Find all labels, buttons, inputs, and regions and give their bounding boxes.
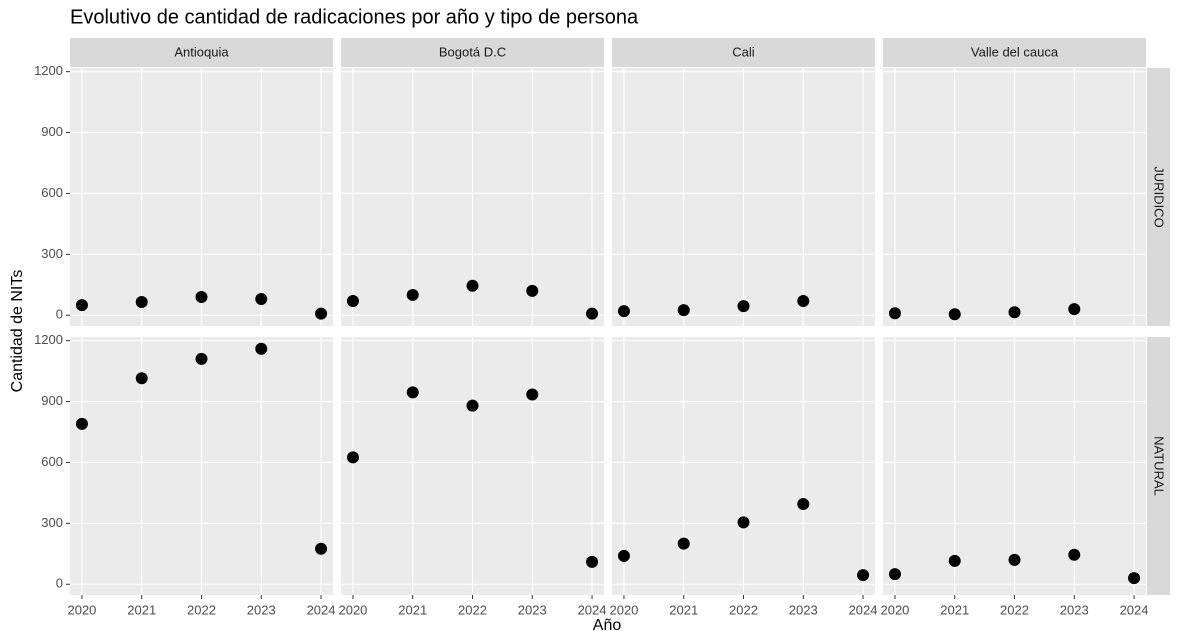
x-tick-label: 2024 <box>307 602 336 617</box>
facet-row-label: NATURAL <box>1152 436 1167 496</box>
x-tick-label: 2021 <box>127 602 156 617</box>
x-tick-label: 2024 <box>578 602 607 617</box>
y-tick-label: 1200 <box>34 63 63 78</box>
x-tick-label: 2023 <box>789 602 818 617</box>
point <box>406 386 419 399</box>
point <box>797 295 810 308</box>
y-tick-label: 600 <box>41 185 63 200</box>
point <box>255 293 268 306</box>
point <box>888 307 901 320</box>
facet-column-label: Cali <box>732 44 755 59</box>
x-tick-label: 2023 <box>518 602 547 617</box>
point <box>135 372 148 385</box>
point <box>195 352 208 365</box>
point <box>315 542 328 555</box>
x-tick-label: 2023 <box>247 602 276 617</box>
facet-strip <box>341 38 604 67</box>
y-tick-label: 300 <box>41 515 63 530</box>
y-tick-label: 900 <box>41 124 63 139</box>
x-tick-label: 2024 <box>849 602 878 617</box>
x-axis-label: Año <box>593 617 622 631</box>
point <box>948 308 961 321</box>
point <box>617 549 630 562</box>
x-tick-label: 2022 <box>729 602 758 617</box>
point <box>346 295 359 308</box>
point <box>677 304 690 317</box>
facet-column-label: Bogotá D.C <box>439 44 506 59</box>
y-tick-label: 0 <box>56 576 63 591</box>
point <box>857 569 870 582</box>
x-tick-label: 2022 <box>187 602 216 617</box>
y-tick-label: 300 <box>41 246 63 261</box>
facet-strip <box>70 38 333 67</box>
point <box>255 342 268 355</box>
point <box>466 399 479 412</box>
chart-title: Evolutivo de cantidad de radicaciones po… <box>70 6 639 28</box>
point <box>1068 548 1081 561</box>
x-tick-label: 2021 <box>940 602 969 617</box>
point <box>1008 306 1021 319</box>
facet-strip <box>1147 337 1170 595</box>
facet-column-label: Antioquia <box>174 44 229 59</box>
x-tick-label: 2022 <box>1000 602 1029 617</box>
y-tick-label: 900 <box>41 393 63 408</box>
point <box>586 555 599 568</box>
point <box>75 417 88 430</box>
point <box>586 307 599 320</box>
x-tick-label: 2020 <box>609 602 638 617</box>
x-tick-label: 2021 <box>398 602 427 617</box>
point <box>315 307 328 320</box>
point <box>737 300 750 313</box>
x-tick-label: 2020 <box>67 602 96 617</box>
point <box>948 554 961 567</box>
point <box>1008 553 1021 566</box>
x-tick-label: 2023 <box>1060 602 1089 617</box>
x-tick-label: 2022 <box>458 602 487 617</box>
facet-strip <box>1147 68 1170 326</box>
y-tick-label: 0 <box>56 307 63 322</box>
point <box>346 451 359 464</box>
facet-strip <box>883 38 1146 67</box>
facet-strip <box>612 38 875 67</box>
point <box>677 537 690 550</box>
point <box>466 279 479 292</box>
point <box>1068 303 1081 316</box>
point <box>135 296 148 309</box>
point <box>406 288 419 301</box>
point <box>797 498 810 511</box>
x-tick-label: 2024 <box>1120 602 1149 617</box>
point <box>737 516 750 529</box>
point <box>526 388 539 401</box>
y-tick-label: 1200 <box>34 332 63 347</box>
point <box>617 305 630 318</box>
x-tick-label: 2020 <box>338 602 367 617</box>
y-axis-label: Cantidad de NITs <box>9 270 26 393</box>
point <box>1128 572 1141 585</box>
x-tick-label: 2020 <box>880 602 909 617</box>
x-tick-label: 2021 <box>669 602 698 617</box>
facet-row-label: JURIDICO <box>1152 166 1167 227</box>
point <box>888 568 901 581</box>
facet-column-label: Valle del cauca <box>971 44 1059 59</box>
y-tick-label: 600 <box>41 454 63 469</box>
point <box>195 290 208 303</box>
point <box>75 299 88 312</box>
point <box>526 284 539 297</box>
